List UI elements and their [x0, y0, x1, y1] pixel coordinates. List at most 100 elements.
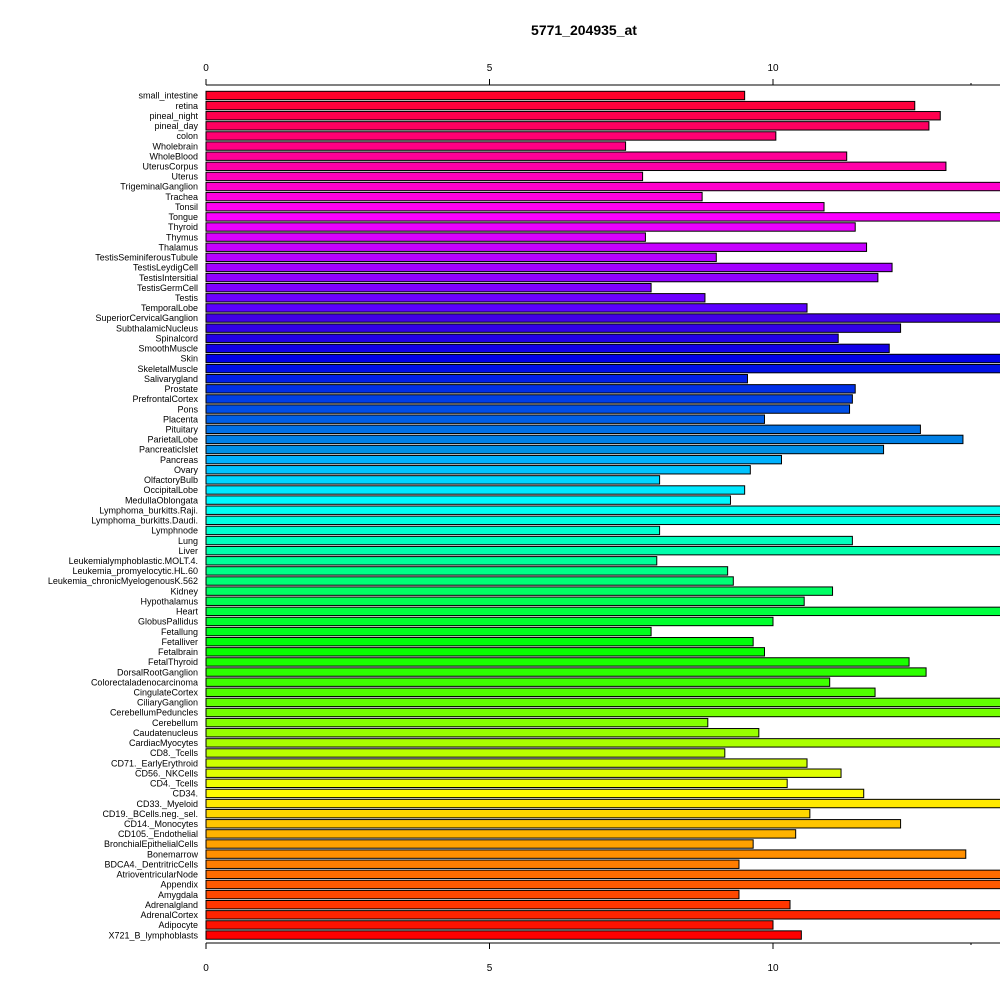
- bar-FetalThyroid: [205, 657, 910, 667]
- category-label: Fetalbrain: [158, 647, 198, 657]
- category-label: Heart: [176, 607, 199, 617]
- bar-OlfactoryBulb: [205, 475, 661, 485]
- category-label: Uterus: [171, 172, 198, 182]
- bar-Thalamus: [205, 242, 868, 252]
- category-label: OlfactoryBulb: [144, 475, 198, 485]
- bar-CD14._Monocytes: [205, 819, 902, 829]
- category-label: TestisGermCell: [137, 283, 198, 293]
- bar-CD105._Endothelial: [205, 829, 797, 839]
- bar-small_intestine: [205, 90, 746, 101]
- category-label: DorsalRootGanglion: [117, 667, 198, 677]
- bar-CD8._Tcells: [205, 748, 726, 758]
- category-label: Ovary: [174, 465, 199, 475]
- bar-CD4._Tcells: [205, 778, 788, 789]
- category-label: CD56._NKCells: [135, 768, 199, 778]
- category-label: TemporalLobe: [141, 303, 198, 313]
- category-label: UterusCorpus: [142, 162, 198, 172]
- bar-OccipitalLobe: [205, 485, 746, 495]
- category-label: MedullaOblongata: [125, 495, 198, 505]
- bar-Thyroid: [205, 222, 856, 232]
- category-label: SuperiorCervicalGanglion: [95, 313, 198, 323]
- category-label: WholeBlood: [149, 151, 198, 161]
- bar-Fetalliver: [205, 637, 754, 647]
- category-label: Adipocyte: [158, 920, 198, 930]
- category-label: colon: [176, 131, 198, 141]
- bar-colon: [205, 131, 777, 141]
- bar-AtrioventricularNode: [205, 869, 1000, 880]
- bar-CD19._BCells.neg._sel.: [205, 808, 811, 819]
- category-label: SmoothMuscle: [138, 344, 198, 354]
- category-label: Tongue: [168, 212, 198, 222]
- bar-Fetalbrain: [205, 647, 765, 657]
- bar-CerebellumPeduncles: [205, 707, 1000, 718]
- bar-BronchialEpithelialCells: [205, 839, 754, 849]
- category-label: TestisIntersitial: [139, 273, 198, 283]
- category-label: BDCA4._DentritricCells: [104, 859, 198, 869]
- bar-Tongue: [205, 212, 1000, 222]
- bar-CD71._EarlyErythroid: [205, 758, 808, 768]
- bar-Kidney: [205, 586, 834, 596]
- category-label: Kidney: [170, 586, 198, 596]
- category-label: Pons: [177, 404, 198, 414]
- bar-Lung: [205, 535, 853, 546]
- bar-Caudatenucleus: [205, 728, 760, 738]
- category-label: Tonsil: [175, 202, 198, 212]
- category-label: Hypothalamus: [140, 596, 198, 606]
- bar-Hypothalamus: [205, 596, 805, 606]
- bar-Leukemia_chronicMyelogenousK.562: [205, 576, 734, 586]
- bars-group: [205, 90, 1000, 940]
- bar-Bonemarrow: [205, 849, 967, 859]
- category-label: Caudatenucleus: [133, 728, 199, 738]
- bar-Cerebellum: [205, 717, 709, 728]
- bar-SubthalamicNucleus: [205, 323, 902, 333]
- category-label: TestisLeydigCell: [133, 263, 198, 273]
- category-label: OccipitalLobe: [143, 485, 198, 495]
- category-label: Skin: [180, 354, 198, 364]
- bar-Prostate: [205, 384, 856, 394]
- category-label: Fetallung: [161, 627, 198, 637]
- category-label: pineal_night: [149, 111, 198, 121]
- bar-Skin: [205, 353, 1000, 364]
- category-label: CerebellumPeduncles: [110, 708, 199, 718]
- category-label: CiliaryGanglion: [137, 698, 198, 708]
- category-label: CD4._Tcells: [150, 779, 199, 789]
- category-label: Adrenalgland: [145, 900, 198, 910]
- bar-CD34.: [205, 788, 865, 799]
- bar-Lymphnode: [205, 525, 661, 536]
- bar-Wholebrain: [205, 141, 627, 151]
- category-label: Fetalliver: [161, 637, 198, 647]
- bar-Pituitary: [205, 424, 921, 435]
- category-label: CardiacMyocytes: [129, 738, 199, 748]
- bar-TemporalLobe: [205, 303, 808, 313]
- chart-title: 5771_204935_at: [531, 22, 637, 38]
- bar-pineal_night: [205, 111, 941, 121]
- category-label: CD33._Myeloid: [136, 799, 198, 809]
- category-label: Testis: [175, 293, 199, 303]
- bar-retina: [205, 100, 916, 111]
- category-label: CD8._Tcells: [150, 748, 199, 758]
- bar-PrefrontalCortex: [205, 394, 853, 404]
- category-label: Leukemia_promyelocytic.HL.60: [72, 566, 198, 576]
- category-label: GlobusPallidus: [138, 617, 199, 627]
- category-label: SubthalamicNucleus: [116, 323, 199, 333]
- top-axis-tick-label: 0: [203, 63, 209, 74]
- bar-Appendix: [205, 879, 1000, 890]
- bar-CD56._NKCells: [205, 768, 842, 778]
- category-label: Pancreas: [160, 455, 199, 465]
- bar-X721_B_lymphoblasts: [205, 930, 802, 940]
- bottom-axis-tick-label: 10: [767, 963, 779, 974]
- bar-DorsalRootGanglion: [205, 667, 927, 677]
- category-label: SkeletalMuscle: [137, 364, 198, 374]
- category-label: Prostate: [164, 384, 198, 394]
- category-label: Wholebrain: [152, 141, 198, 151]
- category-label: Lymphoma_burkitts.Raji.: [99, 505, 198, 515]
- category-labels-group: small_intestineretinapineal_nightpineal_…: [48, 91, 199, 941]
- bar-CiliaryGanglion: [205, 697, 1000, 708]
- bar-TestisIntersitial: [205, 272, 879, 283]
- bar-Pancreas: [205, 454, 782, 465]
- bar-Spinalcord: [205, 333, 839, 343]
- category-label: Trachea: [165, 192, 198, 202]
- category-label: Thalamus: [158, 242, 198, 252]
- bar-Uterus: [205, 171, 644, 182]
